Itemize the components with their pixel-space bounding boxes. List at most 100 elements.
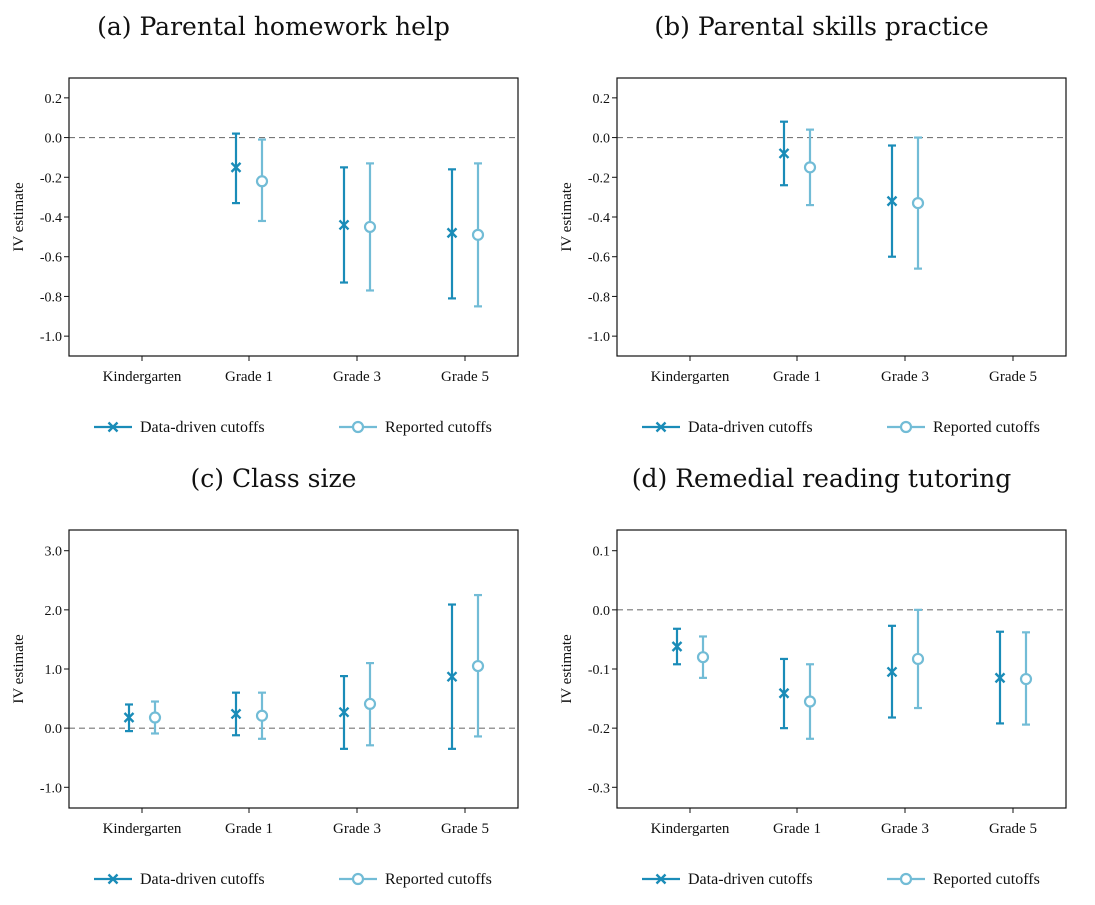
errorbar-point bbox=[886, 624, 898, 719]
chart-title: (a) Parental homework help bbox=[97, 12, 450, 41]
chart-title: (b) Parental skills practice bbox=[654, 12, 989, 41]
y-tick-label: 0.0 bbox=[593, 604, 611, 619]
errorbar-point bbox=[338, 674, 350, 750]
legend-item-data-driven: Data-driven cutoffs bbox=[642, 419, 813, 436]
x-tick-label: Grade 1 bbox=[773, 821, 821, 837]
y-axis-label: IV estimate bbox=[559, 634, 575, 704]
errorbar-point bbox=[911, 608, 925, 710]
legend-marker-circle bbox=[351, 420, 365, 434]
y-tick-label: 3.0 bbox=[45, 545, 63, 560]
estimate-marker-circle bbox=[803, 161, 817, 174]
errorbar-point bbox=[471, 593, 485, 738]
chart-title: (d) Remedial reading tutoring bbox=[631, 464, 1012, 493]
legend: Data-driven cutoffs Reported cutoffs bbox=[642, 419, 1040, 436]
chart-panel-a: (a) Parental homework help 0.2 0.0 -0.2 -0.… bbox=[0, 0, 547, 452]
y-tick-label: -0.8 bbox=[40, 290, 62, 305]
estimate-marker-circle bbox=[1019, 672, 1033, 686]
chart-title: (c) Class size bbox=[190, 464, 357, 493]
errorbar-point bbox=[446, 603, 458, 750]
legend: Data-driven cutoffs Reported cutoffs bbox=[94, 419, 492, 436]
y-tick-label: -0.4 bbox=[40, 211, 62, 226]
x-tick-label: Kindergarten bbox=[651, 821, 730, 837]
estimate-marker-x bbox=[446, 227, 458, 239]
estimate-marker-circle bbox=[255, 709, 269, 722]
errorbar-point bbox=[696, 635, 710, 679]
y-tick-label: 0.0 bbox=[45, 132, 63, 147]
x-tick-label: Grade 5 bbox=[441, 821, 489, 837]
estimate-marker-circle bbox=[255, 175, 269, 188]
legend-marker-circle bbox=[899, 420, 913, 434]
legend-marker-circle bbox=[899, 872, 913, 886]
legend-item-reported: Reported cutoffs bbox=[339, 871, 492, 888]
estimate-marker-x bbox=[123, 712, 135, 723]
x-tick-label: Grade 3 bbox=[881, 369, 929, 385]
y-tick-label: 2.0 bbox=[45, 604, 63, 619]
estimate-marker-circle bbox=[911, 652, 925, 666]
y-tick-label: 0.0 bbox=[593, 132, 611, 147]
x-tick-label: Grade 1 bbox=[773, 369, 821, 385]
legend-label: Reported cutoffs bbox=[933, 419, 1040, 436]
x-tick-label: Grade 5 bbox=[989, 369, 1037, 385]
errorbar-point bbox=[446, 168, 458, 300]
errorbar-point bbox=[363, 162, 377, 292]
estimate-marker-circle bbox=[363, 697, 377, 710]
legend-item-reported: Reported cutoffs bbox=[339, 419, 492, 436]
estimate-marker-x bbox=[338, 706, 350, 718]
y-tick-label: -0.2 bbox=[588, 171, 610, 186]
legend-label: Reported cutoffs bbox=[933, 871, 1040, 888]
estimate-marker-circle bbox=[696, 651, 710, 664]
x-tick-label: Grade 3 bbox=[881, 821, 929, 837]
errorbar-point bbox=[123, 703, 135, 733]
errorbar-point bbox=[230, 132, 242, 205]
legend-marker-x bbox=[655, 421, 667, 433]
y-tick-label: 0.0 bbox=[45, 722, 63, 737]
legend-label: Data-driven cutoffs bbox=[140, 419, 265, 436]
x-tick-label: Grade 5 bbox=[441, 369, 489, 385]
y-axis-label: IV estimate bbox=[11, 182, 27, 252]
legend-item-reported: Reported cutoffs bbox=[887, 871, 1040, 888]
estimate-marker-circle bbox=[911, 197, 925, 210]
x-tick-label: Kindergarten bbox=[651, 369, 730, 385]
estimate-marker-x bbox=[230, 162, 242, 173]
legend-item-data-driven: Data-driven cutoffs bbox=[94, 419, 265, 436]
chart-svg: 0.1 0.0 -0.1 -0.2 -0.3 IV estimate Kindergarte… bbox=[559, 529, 1067, 888]
y-tick-label: 0.1 bbox=[593, 545, 611, 560]
errorbar-point bbox=[1019, 631, 1033, 726]
y-tick-label: -1.0 bbox=[40, 330, 62, 345]
y-tick-label: 0.2 bbox=[45, 92, 63, 107]
errorbar-point bbox=[255, 138, 269, 223]
y-tick-label: -0.8 bbox=[588, 290, 610, 305]
estimate-marker-circle bbox=[471, 228, 485, 241]
estimate-marker-x bbox=[230, 708, 242, 720]
legend-label: Data-driven cutoffs bbox=[688, 871, 813, 888]
x-tick-label: Grade 5 bbox=[989, 821, 1037, 837]
estimate-marker-x bbox=[778, 687, 790, 699]
legend-label: Reported cutoffs bbox=[385, 419, 492, 436]
y-tick-label: -1.0 bbox=[40, 781, 62, 796]
errorbar-point bbox=[363, 661, 377, 747]
x-tick-label: Grade 3 bbox=[333, 369, 381, 385]
y-tick-label: -0.2 bbox=[40, 171, 62, 186]
chart-panel-b: (b) Parental skills practice 0.2 0.0 -0.2 -… bbox=[548, 0, 1095, 452]
plot-frame bbox=[616, 529, 1067, 809]
x-tick-label: Kindergarten bbox=[103, 369, 182, 385]
chart-svg: 0.2 0.0 -0.2 -0.4 -0.6 -0.8 -1.0 IV estimate Kin… bbox=[559, 77, 1067, 436]
errorbar-point bbox=[994, 630, 1006, 725]
errorbar-point bbox=[886, 144, 898, 258]
y-tick-label: 1.0 bbox=[45, 663, 63, 678]
estimate-marker-x bbox=[994, 672, 1006, 684]
chart-svg: 0.2 0.0 -0.2 -0.4 -0.6 -0.8 -1.0 IV estimate Kin… bbox=[11, 77, 519, 436]
y-tick-label: 0.2 bbox=[593, 92, 611, 107]
chart-panel-d: (d) Remedial reading tutoring 0.1 0.0 -0.1… bbox=[548, 452, 1095, 904]
errorbar-point bbox=[803, 128, 817, 207]
estimate-marker-x bbox=[778, 148, 790, 159]
y-tick-label: -1.0 bbox=[588, 330, 610, 345]
legend-label: Data-driven cutoffs bbox=[688, 419, 813, 436]
legend-item-reported: Reported cutoffs bbox=[887, 419, 1040, 436]
plot-frame bbox=[616, 77, 1067, 357]
x-tick-label: Grade 1 bbox=[225, 821, 273, 837]
chart-panel-c: (c) Class size 3.0 2.0 1.0 0.0 -1.0 IV estima… bbox=[0, 452, 547, 904]
errorbar-point bbox=[338, 166, 350, 284]
errorbar-point bbox=[471, 162, 485, 308]
chart-svg: 3.0 2.0 1.0 0.0 -1.0 IV estimate Kindergarten G… bbox=[11, 529, 519, 888]
